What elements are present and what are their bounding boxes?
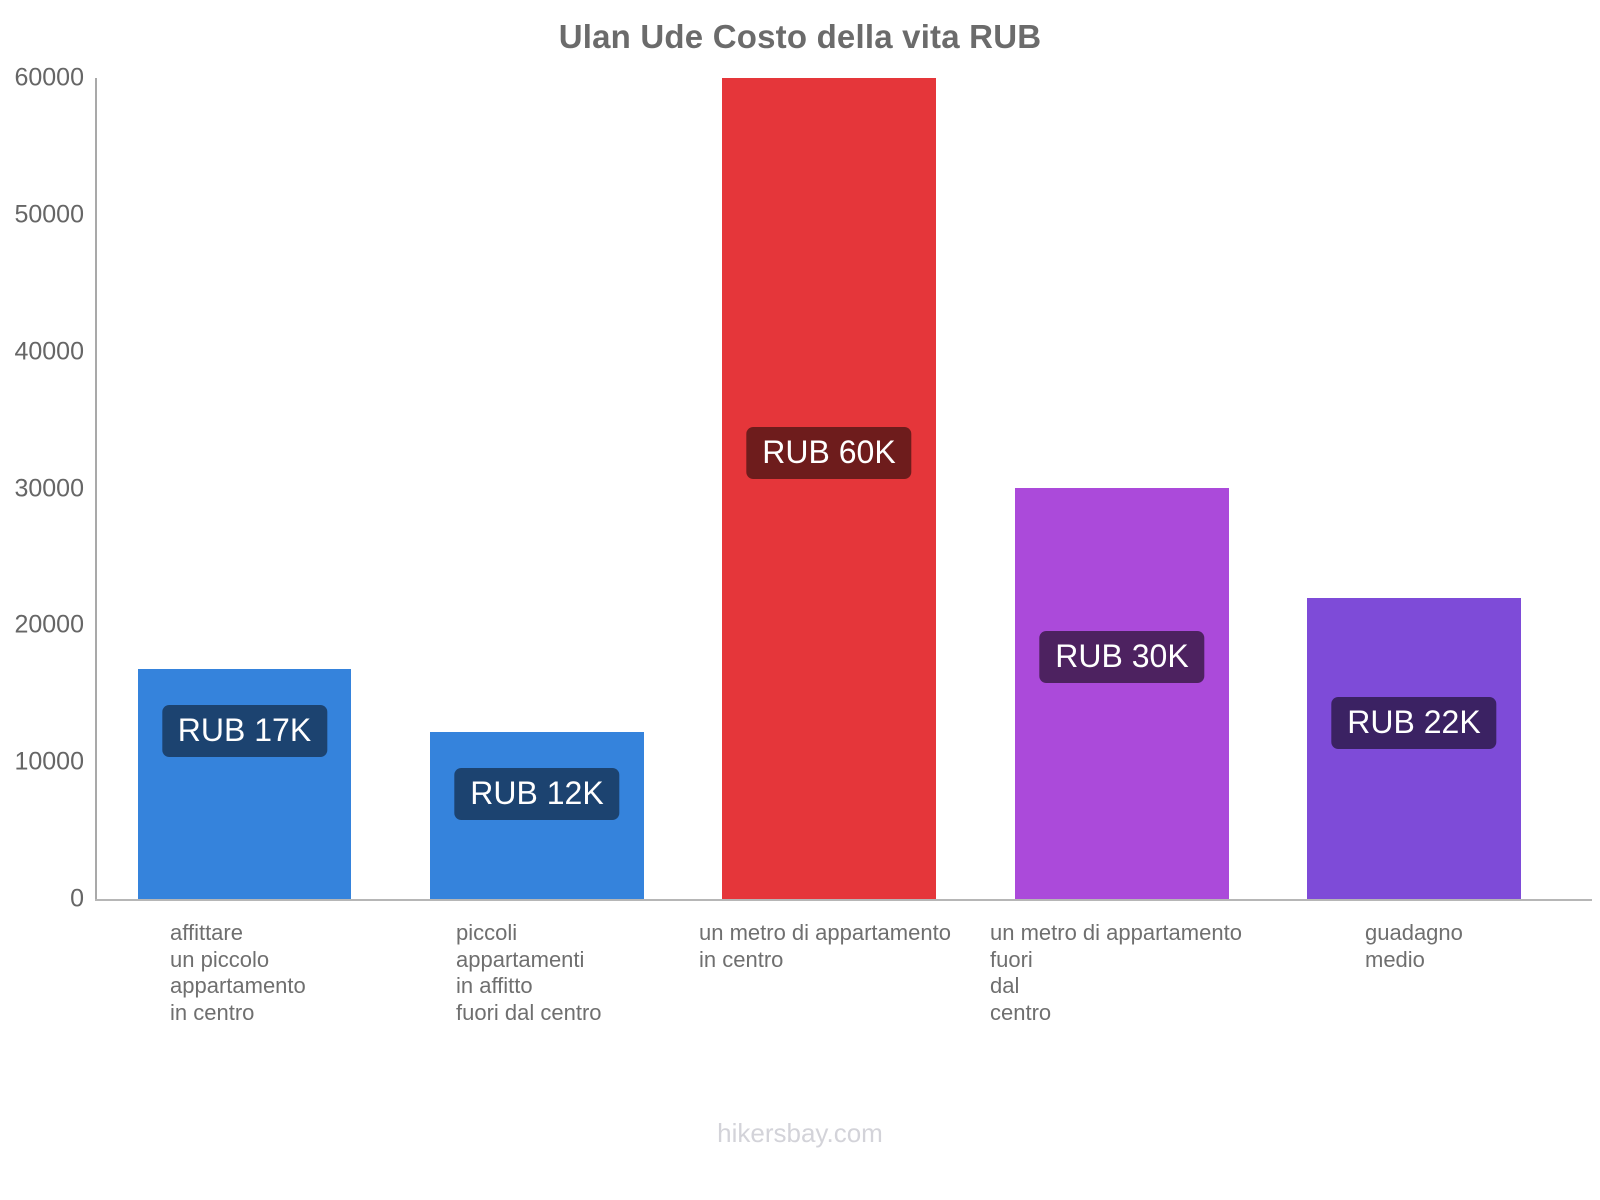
y-tick-label-40000: 40000 <box>14 337 84 366</box>
site-watermark: hikersbay.com <box>717 1118 883 1148</box>
y-tick-label-0: 0 <box>70 884 84 913</box>
x-axis-line <box>95 899 1592 901</box>
page-title: Ulan Ude Costo della vita RUB <box>558 18 1042 55</box>
category-label-0: affittare un piccolo appartamento in cen… <box>170 920 306 1025</box>
category-label-3: un metro di appartamento fuori dal centr… <box>990 920 1242 1025</box>
bar-value-label: RUB 12K <box>454 768 620 820</box>
bar-affittare-un-piccolo-appartamento-in-centro[interactable]: RUB 17K <box>138 669 351 899</box>
category-label-2: un metro di appartamento in centro <box>699 920 951 972</box>
category-label-1: piccoli appartamenti in affitto fuori da… <box>456 920 602 1025</box>
y-tick-label-50000: 50000 <box>14 200 84 229</box>
bar-value-label: RUB 30K <box>1039 631 1205 683</box>
bar-piccoli-appartamenti-in-affitto-fuori-dal-centro[interactable]: RUB 12K <box>430 732 644 899</box>
category-label-4: guadagno medio <box>1365 920 1463 972</box>
y-tick-label-20000: 20000 <box>14 610 84 639</box>
bar-value-label: RUB 22K <box>1331 697 1497 749</box>
bar-guadagno-medio[interactable]: RUB 22K <box>1307 598 1521 899</box>
bar-value-label: RUB 17K <box>161 705 328 757</box>
bar-un-metro-di-appartamento-fuori-dal-centro[interactable]: RUB 30K <box>1015 488 1229 899</box>
bar-un-metro-di-appartamento-in-centro[interactable]: RUB 60K <box>722 78 936 899</box>
y-tick-label-60000: 60000 <box>14 63 84 92</box>
y-tick-label-10000: 10000 <box>14 747 84 776</box>
bar-value-label: RUB 60K <box>746 427 912 479</box>
y-tick-label-30000: 30000 <box>14 474 84 503</box>
y-axis-line <box>95 78 97 899</box>
